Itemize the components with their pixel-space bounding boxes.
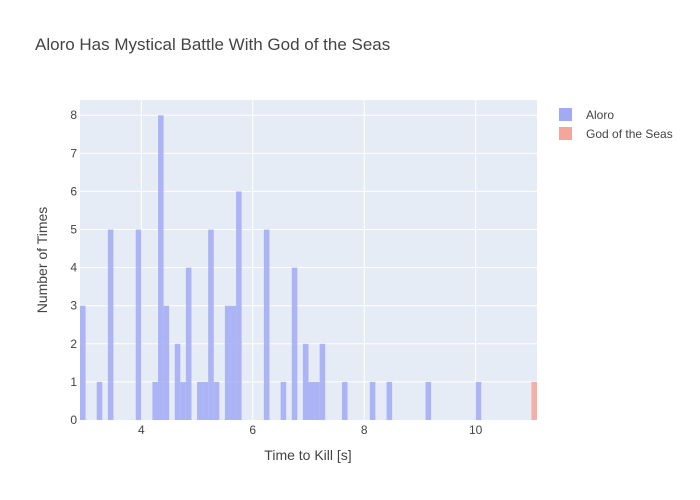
- y-tick-label: 1: [70, 375, 77, 389]
- bar-aloro[interactable]: [314, 381, 320, 420]
- bar-aloro[interactable]: [425, 381, 432, 420]
- bar-aloro[interactable]: [386, 381, 393, 420]
- bar-aloro[interactable]: [319, 343, 326, 420]
- legend-item-aloro[interactable]: Aloro: [559, 108, 614, 122]
- y-tick-label: 5: [70, 223, 77, 237]
- bar-aloro[interactable]: [230, 305, 237, 420]
- bar-aloro[interactable]: [302, 343, 309, 420]
- bar-aloro[interactable]: [341, 381, 348, 420]
- x-axis-ticks: 4 6 8 10: [138, 423, 483, 437]
- bar-aloro[interactable]: [80, 305, 86, 420]
- legend[interactable]: Aloro God of the Seas: [559, 108, 673, 141]
- bar-aloro[interactable]: [213, 381, 220, 420]
- legend-label-aloro: Aloro: [586, 108, 614, 122]
- bar-aloro[interactable]: [208, 229, 214, 420]
- bar-aloro[interactable]: [185, 267, 192, 420]
- bar-aloro[interactable]: [152, 381, 159, 420]
- bar-aloro[interactable]: [180, 381, 186, 420]
- bar-aloro[interactable]: [308, 381, 315, 420]
- y-tick-label: 3: [70, 299, 77, 313]
- x-axis-label: Time to Kill [s]: [264, 447, 351, 463]
- bar-aloro[interactable]: [263, 229, 270, 420]
- bar-aloro[interactable]: [96, 381, 103, 420]
- x-tick-label: 8: [361, 423, 368, 437]
- bar-aloro[interactable]: [280, 381, 287, 420]
- y-tick-label: 6: [70, 184, 77, 198]
- x-tick-label: 10: [469, 423, 483, 437]
- y-axis-ticks: 0 1 2 3 4 5 6 7 8: [70, 108, 77, 427]
- y-tick-label: 7: [70, 146, 77, 160]
- bar-god-of-the-seas[interactable]: [531, 381, 537, 420]
- bar-aloro[interactable]: [291, 267, 298, 420]
- bar-aloro[interactable]: [202, 381, 209, 420]
- legend-swatch-aloro: [559, 108, 572, 121]
- legend-label-god-of-the-seas: God of the Seas: [586, 127, 673, 141]
- legend-item-god-of-the-seas[interactable]: God of the Seas: [559, 127, 673, 141]
- bars: [80, 115, 537, 420]
- y-tick-label: 0: [70, 413, 77, 427]
- bar-aloro[interactable]: [174, 343, 181, 420]
- y-axis-label: Number of Times: [34, 207, 50, 314]
- y-tick-label: 4: [70, 261, 77, 275]
- bar-aloro[interactable]: [163, 305, 170, 420]
- bar-aloro[interactable]: [224, 305, 231, 420]
- bar-aloro[interactable]: [135, 229, 142, 420]
- y-tick-label: 8: [70, 108, 77, 122]
- bar-aloro[interactable]: [236, 191, 242, 420]
- y-tick-label: 2: [70, 337, 77, 351]
- bar-aloro[interactable]: [107, 229, 114, 420]
- x-tick-label: 4: [138, 423, 145, 437]
- chart-title: Aloro Has Mystical Battle With God of th…: [35, 35, 390, 54]
- bar-aloro[interactable]: [475, 381, 482, 420]
- bar-aloro[interactable]: [158, 115, 164, 420]
- x-tick-label: 6: [249, 423, 256, 437]
- bar-aloro[interactable]: [197, 381, 203, 420]
- legend-swatch-god-of-the-seas: [559, 127, 572, 140]
- bar-aloro[interactable]: [369, 381, 376, 420]
- gridlines: [80, 100, 537, 420]
